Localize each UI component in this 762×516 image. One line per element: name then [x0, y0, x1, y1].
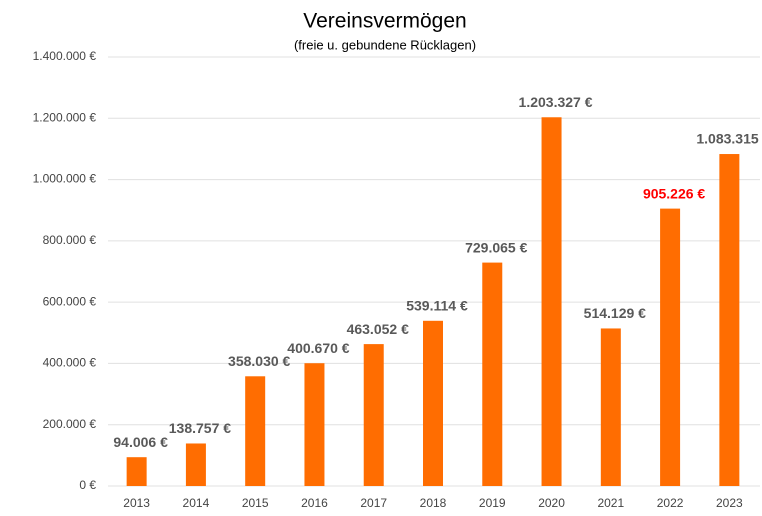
value-label: 539.114 €	[406, 298, 468, 314]
x-tick-label: 2018	[420, 496, 447, 510]
bar	[304, 363, 325, 486]
x-tick-label: 2015	[242, 496, 269, 510]
y-tick-label: 400.000 €	[43, 356, 97, 370]
bar	[185, 443, 206, 486]
x-tick-label: 2016	[301, 496, 328, 510]
y-tick-label: 0 €	[79, 478, 96, 492]
bar	[245, 376, 266, 486]
value-label: 358.030 €	[228, 353, 290, 369]
value-label: 1.083.315 €	[696, 131, 762, 147]
bar	[660, 208, 681, 486]
y-tick-label: 800.000 €	[43, 233, 97, 247]
x-tick-label: 2014	[183, 496, 210, 510]
bar	[600, 328, 621, 486]
y-tick-label: 1.000.000 €	[33, 172, 97, 186]
x-tick-label: 2022	[657, 496, 684, 510]
bar	[482, 262, 503, 486]
value-label: 94.006 €	[113, 434, 168, 450]
x-tick-label: 2017	[360, 496, 387, 510]
x-tick-label: 2021	[597, 496, 624, 510]
bar	[423, 320, 443, 486]
y-tick-label: 200.000 €	[43, 417, 97, 431]
value-label: 905.226 €	[643, 185, 705, 201]
value-label: 514.129 €	[584, 305, 646, 321]
bar	[541, 117, 562, 486]
x-tick-label: 2023	[716, 496, 743, 510]
bar	[126, 457, 147, 486]
value-label: 400.670 €	[287, 340, 349, 356]
x-tick-label: 2013	[123, 496, 150, 510]
value-label: 463.052 €	[347, 321, 409, 337]
x-tick-label: 2020	[538, 496, 565, 510]
bar	[719, 154, 740, 487]
y-tick-label: 1.200.000 €	[33, 110, 97, 124]
value-label: 1.203.327 €	[519, 94, 593, 110]
y-tick-label: 1.400.000 €	[33, 49, 97, 63]
bar	[363, 344, 384, 486]
value-label: 138.757 €	[169, 420, 231, 436]
chart-title: Vereinsvermögen	[303, 10, 466, 33]
y-tick-label: 600.000 €	[43, 294, 97, 308]
chart-subtitle: (freie u. gebundene Rücklagen)	[294, 37, 476, 52]
x-tick-label: 2019	[479, 496, 506, 510]
value-label: 729.065 €	[465, 239, 527, 255]
